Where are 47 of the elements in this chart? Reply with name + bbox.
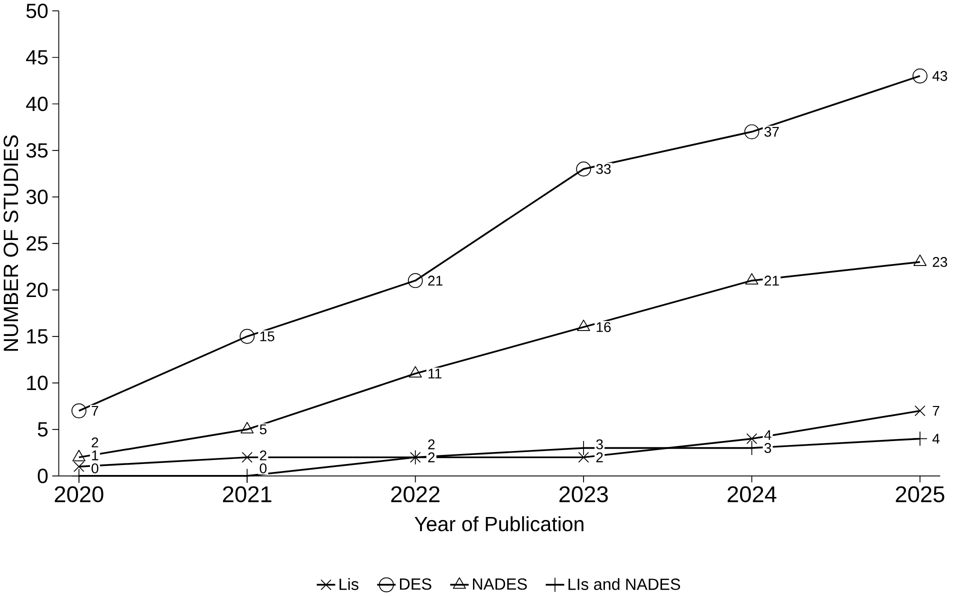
y-tick-label: 0 [38,468,48,484]
y-tick-label: 35 [26,143,48,158]
legend-label: Lis [340,578,358,590]
data-label: 33 [596,164,611,174]
data-label: 0 [260,463,267,474]
y-tick-label: 15 [27,329,48,344]
data-label: 43 [932,71,948,82]
legend-label: NADES [473,578,527,590]
y-tick-label: 45 [26,50,48,65]
data-label: 2 [596,452,603,462]
data-label: 37 [764,126,779,137]
y-tick-label: 20 [26,282,48,298]
y-tick-label: 10 [27,376,48,390]
y-tick-label: 30 [26,190,48,204]
data-label: 23 [932,257,948,268]
data-label: 2 [428,440,435,450]
x-tick-label: 2022 [391,486,440,502]
data-label: 21 [428,276,442,286]
data-label: 7 [932,406,940,416]
data-label: 4 [764,430,772,440]
y-tick-label: 5 [38,422,48,437]
y-tick-label: 50 [26,4,48,18]
data-label: 1 [92,450,98,460]
legend-label: DES [400,578,432,590]
data-label: 3 [596,439,603,450]
y-tick-label: 25 [26,236,48,251]
data-label: 2 [92,438,98,448]
data-label: 11 [428,368,442,379]
x-tick-label: 2021 [223,486,272,502]
legend-label: LIs and NADES [568,578,680,590]
data-label: 16 [596,322,611,332]
data-label: 0 [92,463,98,474]
y-tick-label: 40 [26,96,48,112]
data-label: 21 [764,276,779,286]
data-label: 2 [428,452,435,462]
x-axis-title: Year of Publication [414,516,584,532]
data-label: 7 [92,406,98,416]
y-axis-title: NUMBER OF STUDIES [4,135,18,351]
data-label: 5 [260,424,266,434]
x-tick-label: 2023 [559,486,608,502]
data-label: 4 [932,434,940,444]
x-tick-label: 2025 [896,486,944,502]
data-label: 15 [260,332,274,342]
data-label: 3 [764,443,772,454]
data-label: 2 [260,450,266,460]
x-tick-label: 2024 [728,486,776,502]
x-tick-label: 2020 [54,486,104,502]
